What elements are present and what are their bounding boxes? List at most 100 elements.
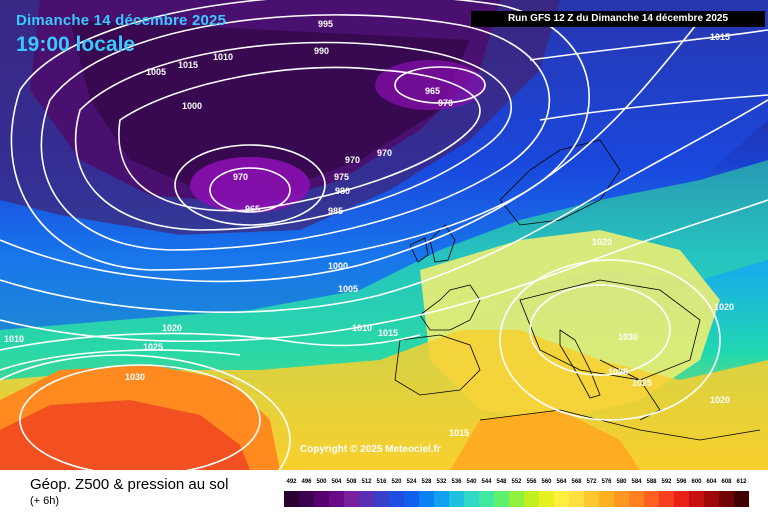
isobar-label: 1025: [608, 367, 628, 377]
footer: Géop. Z500 & pression au sol (+ 6h) 492 4…: [0, 470, 768, 512]
legend-swatch: [584, 491, 599, 507]
map-subtitle: (+ 6h): [30, 495, 60, 507]
legend-tick-label: 612: [736, 479, 747, 485]
legend-tick-label: 524: [406, 479, 417, 485]
legend-tick-label: 492: [286, 479, 297, 485]
legend-swatch: [704, 491, 719, 507]
forecast-time: 19:00 locale: [16, 33, 136, 56]
legend-tick-label: 564: [556, 479, 567, 485]
isobar-label: 1015: [449, 428, 469, 438]
legend-swatch: [629, 491, 644, 507]
weather-map: 995 990 1015 1010 1005 1015 1000 965 970…: [0, 0, 768, 470]
run-info: Run GFS 12 Z du Dimanche 14 décembre 202…: [471, 11, 765, 27]
legend-swatch: [524, 491, 539, 507]
legend-swatch: [719, 491, 734, 507]
isobar-label: 975: [334, 172, 349, 182]
legend-swatch: [479, 491, 494, 507]
isobar-label: 1015: [378, 328, 398, 338]
legend-tick-label: 508: [346, 479, 357, 485]
legend-tick-label: 608: [721, 479, 732, 485]
legend-swatch: [599, 491, 614, 507]
isobar-label: 1000: [182, 101, 202, 111]
isobar-label: 970: [438, 98, 453, 108]
legend-swatch: [659, 491, 674, 507]
legend-swatch: [539, 491, 554, 507]
legend-swatch: [344, 491, 359, 507]
isobar-label: 985: [328, 206, 343, 216]
coastlines: [394, 139, 761, 441]
isobar-label: 1000: [328, 261, 348, 271]
legend-tick-label: 552: [511, 479, 522, 485]
isobar-label: 1005: [338, 284, 358, 294]
legend-tick-label: 556: [526, 479, 537, 485]
legend-tick-label: 572: [586, 479, 597, 485]
legend-tick-label: 560: [541, 479, 552, 485]
legend-swatch: [284, 491, 299, 507]
legend-swatch: [614, 491, 629, 507]
legend-swatch: [734, 491, 749, 507]
legend-swatch: [644, 491, 659, 507]
legend-swatch: [359, 491, 374, 507]
low-center-1: [190, 157, 310, 213]
high-red: [0, 400, 250, 470]
color-legend: 492 496 500 504 508 512 516 520 524 528 532 536 540 5…: [284, 479, 752, 509]
isobar-label: 1030: [618, 332, 638, 342]
legend-tick-label: 548: [496, 479, 507, 485]
isobar-label: 990: [314, 46, 329, 56]
legend-swatch: [449, 491, 464, 507]
isobar-label: 1020: [714, 302, 734, 312]
map-canvas: 995 990 1015 1010 1005 1015 1000 965 970…: [0, 0, 768, 470]
isobar-label: 1025: [143, 342, 163, 352]
isobar-label: 970: [233, 172, 248, 182]
isobars: [0, 0, 768, 470]
legend-swatch: [419, 491, 434, 507]
isobar-label: 1020: [710, 395, 730, 405]
legend-tick-label: 504: [331, 479, 342, 485]
legend-tick-label: 576: [601, 479, 612, 485]
isobar-label: 1010: [213, 52, 233, 62]
isobar-label: 1015: [178, 60, 198, 70]
legend-swatch: [494, 491, 509, 507]
legend-tick-label: 584: [631, 479, 642, 485]
copyright: Copyright © 2025 Meteociel.fr: [300, 444, 441, 455]
legend-tick-label: 588: [646, 479, 657, 485]
isobar-label: 1025: [632, 378, 652, 388]
isobar-label: 1020: [162, 323, 182, 333]
legend-swatch: [554, 491, 569, 507]
isobar-label: 980: [335, 186, 350, 196]
legend-tick-label: 520: [391, 479, 402, 485]
legend-tick-label: 512: [361, 479, 372, 485]
legend-swatch: [314, 491, 329, 507]
legend-swatch: [674, 491, 689, 507]
legend-tick-label: 536: [451, 479, 462, 485]
legend-swatch: [689, 491, 704, 507]
isobar-label: 1010: [352, 323, 372, 333]
isobar-label: 965: [245, 204, 260, 214]
isobar-label: 965: [425, 86, 440, 96]
isobar-label: 1020: [592, 237, 612, 247]
legend-tick-label: 528: [421, 479, 432, 485]
legend-tick-label: 532: [436, 479, 447, 485]
isobar-label: 995: [318, 19, 333, 29]
legend-swatch: [299, 491, 314, 507]
legend-swatch: [434, 491, 449, 507]
legend-tick-label: 596: [676, 479, 687, 485]
legend-tick-label: 540: [466, 479, 477, 485]
legend-swatch: [569, 491, 584, 507]
legend-tick-label: 500: [316, 479, 327, 485]
isobar-label: 970: [345, 155, 360, 165]
green-band: [0, 160, 768, 380]
legend-tick-label: 544: [481, 479, 492, 485]
legend-swatch: [404, 491, 419, 507]
legend-tick-label: 516: [376, 479, 387, 485]
legend-tick-label: 580: [616, 479, 627, 485]
legend-tick-label: 600: [691, 479, 702, 485]
legend-swatch: [389, 491, 404, 507]
isobar-labels: 995 990 1015 1010 1005 1015 1000 965 970…: [4, 19, 734, 438]
isobar-label: 1010: [4, 334, 24, 344]
blue-band: [0, 0, 768, 330]
isobar-label: 1015: [710, 32, 730, 42]
legend-tick-label: 592: [661, 479, 672, 485]
legend-tick-label: 568: [571, 479, 582, 485]
forecast-date: Dimanche 14 décembre 2025: [16, 12, 227, 29]
